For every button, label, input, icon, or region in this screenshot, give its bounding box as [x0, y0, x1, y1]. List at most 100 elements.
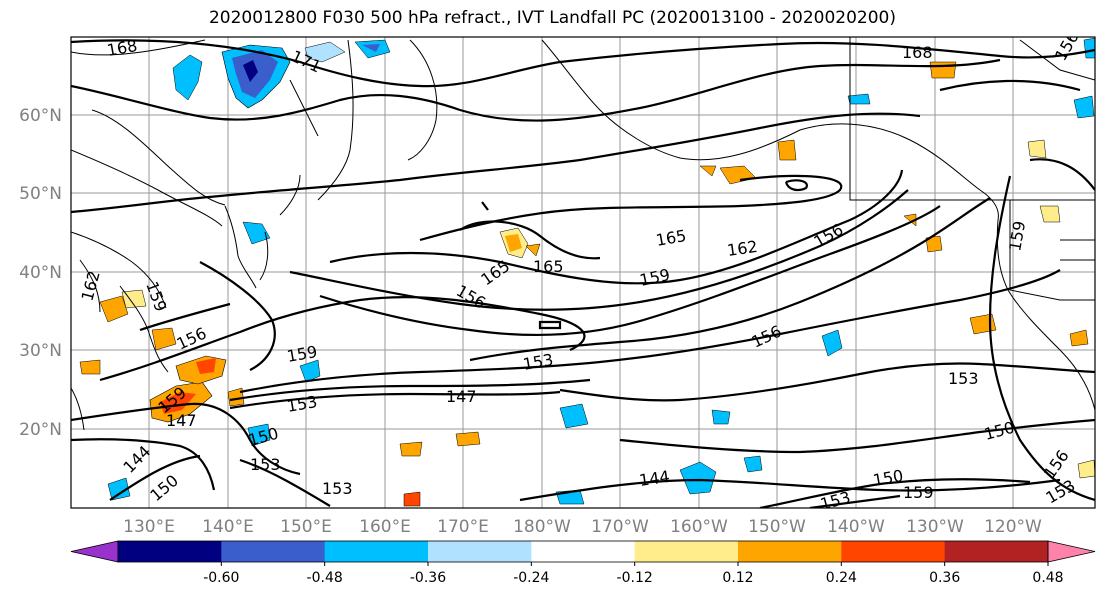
shade-positive [227, 387, 245, 407]
contour-line [71, 112, 921, 214]
shade-negative [821, 329, 843, 357]
contour-label: 159 [903, 483, 934, 502]
contour-line [538, 320, 562, 330]
shade-negative [107, 477, 131, 501]
shade-positive [1069, 329, 1089, 347]
lat-label: 60°N [19, 106, 62, 126]
contour-line [809, 494, 901, 508]
lon-label: 170°W [591, 517, 649, 537]
contour-label: 153 [948, 369, 979, 388]
shade-positive [525, 243, 541, 257]
contour-labels: 168 171 168 165 165 165 162 159 156 156 … [78, 36, 1083, 514]
colorbar-tick-label: -0.24 [513, 570, 549, 586]
shade-positive [160, 392, 196, 414]
coastline [407, 39, 438, 161]
colorbar-extend-max [1047, 540, 1096, 563]
colorbar-bin [841, 541, 946, 562]
contour-line [229, 378, 591, 402]
colorbar-tick-label: 0.24 [826, 570, 857, 586]
shade-positive [455, 431, 481, 447]
colorbar-tick-label: 0.12 [722, 570, 753, 586]
shade-positive [79, 359, 101, 375]
contour-label: 153 [818, 488, 852, 514]
lon-label: 150°E [280, 517, 332, 537]
colorbar-tick-label: -0.60 [203, 570, 239, 586]
shade-positive [925, 235, 943, 253]
contour-line [939, 79, 1081, 92]
contour-line [289, 189, 909, 311]
coastline [79, 259, 101, 313]
coastline [541, 39, 801, 161]
shade-positive [403, 491, 421, 507]
gridlines [71, 37, 1095, 508]
coastline [799, 123, 999, 221]
contour-line [319, 205, 941, 336]
colorbar-frame [117, 540, 1049, 563]
border [849, 37, 1095, 201]
shade-negative [172, 54, 203, 101]
colorbar-bin [324, 541, 429, 562]
coastline [119, 285, 169, 373]
shade-negative [243, 60, 258, 82]
lon-label: 160°W [670, 517, 728, 537]
shade-positive [1077, 459, 1095, 479]
contour-label: 153 [250, 455, 281, 474]
contour-line [139, 302, 231, 332]
contour-label: 162 [726, 237, 759, 260]
colorbar-bin [944, 541, 1049, 562]
coastline [259, 174, 301, 281]
lat-label: 40°N [19, 263, 62, 283]
shade-negative [1083, 37, 1095, 59]
contour-line [71, 402, 301, 476]
colorbar-bin [738, 541, 842, 562]
coastlines [71, 37, 1095, 431]
colorbar-bin [531, 541, 636, 562]
height-contours [71, 39, 1095, 508]
contour-label: 144 [638, 467, 671, 490]
border [1060, 239, 1095, 261]
lat-label: 20°N [19, 420, 62, 440]
lat-label: 30°N [19, 341, 62, 361]
colorbar-bin [118, 541, 222, 562]
shade-positive [399, 441, 423, 457]
contour-line [481, 201, 489, 211]
colorbar-bin [221, 541, 326, 562]
lon-label: 160°E [359, 517, 411, 537]
lon-label: 140°W [827, 517, 885, 537]
shade-positive [99, 295, 129, 323]
shade-negative [559, 403, 589, 429]
shade-positive [196, 358, 216, 374]
contour-line [99, 296, 586, 382]
lon-label: 150°W [748, 517, 806, 537]
contour-line [71, 438, 216, 491]
shade-negative [847, 93, 871, 105]
colorbar-tick-label: -0.36 [410, 570, 446, 586]
colorbar-bin [428, 541, 532, 562]
shade-negative [711, 409, 731, 425]
shade-positive [151, 327, 177, 351]
contour-label: 168 [105, 36, 138, 60]
contour-line [759, 478, 1031, 508]
shade-positive [121, 289, 147, 309]
contour-label: 168 [902, 43, 933, 62]
coastline [1019, 39, 1095, 81]
contour-label: 147 [446, 387, 477, 406]
contour-line [784, 179, 808, 192]
coastline [71, 149, 223, 227]
shade-negative [743, 455, 763, 473]
contour-line [199, 261, 276, 371]
contour-label: 147 [166, 411, 197, 430]
contour-line [229, 390, 561, 410]
lat-label: 50°N [19, 184, 62, 204]
latitude-labels: 60°N 50°N 40°N 30°N 20°N [19, 106, 62, 440]
shade-positive [1027, 139, 1047, 159]
coastline [71, 387, 85, 431]
contour-line [988, 175, 1095, 502]
lon-label: 180°W [513, 517, 571, 537]
shade-positive [699, 165, 717, 177]
contour-line [71, 39, 1095, 88]
shade-negative [679, 461, 717, 495]
contour-line [109, 454, 201, 501]
contour-line [239, 458, 331, 507]
